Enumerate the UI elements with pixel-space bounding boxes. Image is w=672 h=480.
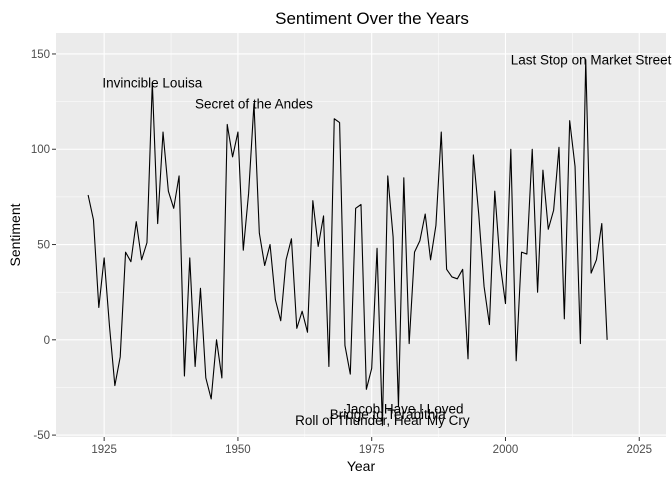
y-tick-label: 50 [37,240,50,252]
y-axis-title: Sentiment [7,203,23,266]
annotation-label: Invincible Louisa [102,76,202,91]
annotation-label: Bridge to Terabithia [330,407,447,422]
chart-title: Sentiment Over the Years [275,9,469,28]
annotation-label: Last Stop on Market Street [511,53,672,68]
y-tick-label: 0 [44,335,50,347]
annotation-label: Jacob Have I Loved [344,401,463,416]
plot-panel [56,33,666,437]
x-tick-label: 2025 [626,444,652,456]
y-tick-label: 150 [31,49,50,61]
x-tick-label: 1925 [91,444,117,456]
y-tick-label: -50 [33,430,50,442]
annotation-label: Roll of Thunder, Hear My Cry [295,413,470,428]
annotation-label: Secret of the Andes [195,97,313,112]
annotations: Last Stop on Market Street Invincible Lou… [102,53,671,428]
x-tick-label: 1975 [359,444,385,456]
series-layer [87,59,608,427]
x-tick-label: 1950 [225,444,251,456]
x-axis-title: Year [347,458,376,474]
x-tick-label: 2000 [493,444,519,456]
axis-ticks: 1925 1950 1975 2000 2025 -50 0 50 100 150 [31,49,652,456]
sentiment-series-line [87,59,608,427]
y-tick-label: 100 [31,144,50,156]
